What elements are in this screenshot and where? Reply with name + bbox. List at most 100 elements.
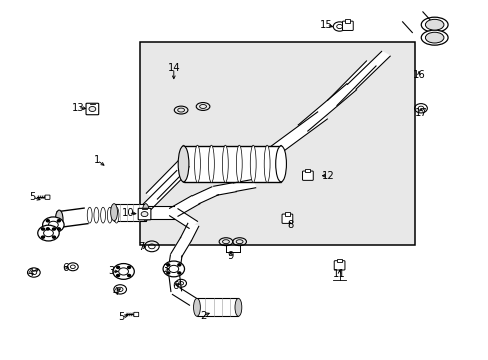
Text: 3: 3 [108,266,115,276]
FancyBboxPatch shape [333,261,344,270]
Polygon shape [180,223,199,241]
Polygon shape [142,171,185,209]
Circle shape [57,228,60,230]
Bar [336,258,341,262]
Circle shape [41,228,44,230]
Circle shape [48,221,58,228]
Text: 10: 10 [122,208,135,218]
FancyBboxPatch shape [86,103,99,115]
Circle shape [168,265,178,273]
Polygon shape [347,51,389,89]
Circle shape [38,225,59,241]
Ellipse shape [235,298,242,316]
Ellipse shape [236,145,242,183]
Bar [140,42,414,244]
Text: 7: 7 [138,242,144,252]
Text: 12: 12 [321,171,334,181]
Text: 13: 13 [71,103,84,113]
Circle shape [57,220,60,222]
Ellipse shape [142,204,149,221]
Bar [197,298,238,316]
Circle shape [127,274,130,276]
Circle shape [41,236,44,238]
Ellipse shape [420,17,447,32]
Text: 15: 15 [319,20,332,30]
Circle shape [178,264,181,266]
Circle shape [141,212,148,217]
Ellipse shape [222,145,228,183]
Text: 16: 16 [412,70,425,80]
Circle shape [46,228,49,230]
Ellipse shape [425,32,443,43]
Ellipse shape [94,207,99,223]
Polygon shape [233,179,255,192]
Text: 2: 2 [200,311,206,320]
Text: 9: 9 [227,251,234,261]
Polygon shape [402,12,432,32]
Ellipse shape [425,19,443,30]
FancyBboxPatch shape [302,171,313,180]
FancyBboxPatch shape [342,21,352,31]
Ellipse shape [193,298,200,316]
Ellipse shape [180,145,186,183]
Polygon shape [168,255,182,272]
Text: 11: 11 [332,269,345,279]
FancyBboxPatch shape [282,214,292,224]
Text: 5: 5 [29,192,36,202]
Ellipse shape [101,207,105,223]
Circle shape [163,261,184,277]
Circle shape [119,268,128,275]
Circle shape [166,272,169,274]
Ellipse shape [178,146,188,182]
Polygon shape [327,61,375,105]
Text: 3: 3 [162,264,168,274]
Ellipse shape [275,146,286,182]
Polygon shape [57,208,88,227]
FancyBboxPatch shape [45,195,50,199]
Text: 17: 17 [414,108,427,118]
Bar [345,19,349,23]
Polygon shape [168,271,181,292]
Polygon shape [146,161,189,199]
Ellipse shape [194,145,200,183]
Circle shape [166,264,169,266]
Text: 1: 1 [94,155,100,165]
Circle shape [116,274,119,276]
Ellipse shape [107,207,112,223]
Text: 4: 4 [28,267,34,278]
Text: 6: 6 [172,281,178,291]
Ellipse shape [420,30,447,45]
Circle shape [89,107,96,112]
Ellipse shape [278,145,284,183]
Ellipse shape [264,145,269,183]
Circle shape [46,220,49,222]
Ellipse shape [55,210,63,229]
Bar [114,204,145,221]
Polygon shape [146,206,173,219]
Polygon shape [213,183,236,195]
Bar [305,169,310,172]
Bar [285,212,289,216]
Text: 8: 8 [287,220,293,230]
Circle shape [178,272,181,274]
Polygon shape [271,112,326,153]
Ellipse shape [181,157,186,170]
Polygon shape [192,187,218,204]
Polygon shape [169,196,200,216]
Text: 6: 6 [62,263,68,273]
Circle shape [113,264,134,279]
Circle shape [43,229,53,237]
Text: 4: 4 [112,287,118,297]
Circle shape [52,228,55,230]
Ellipse shape [87,207,92,223]
Polygon shape [169,209,197,228]
FancyBboxPatch shape [134,312,139,317]
Ellipse shape [208,145,214,183]
Polygon shape [298,84,356,131]
Ellipse shape [250,145,256,183]
Circle shape [42,217,64,233]
Bar [183,146,281,182]
FancyBboxPatch shape [138,208,151,220]
Ellipse shape [114,207,119,223]
Text: 5: 5 [118,312,124,322]
